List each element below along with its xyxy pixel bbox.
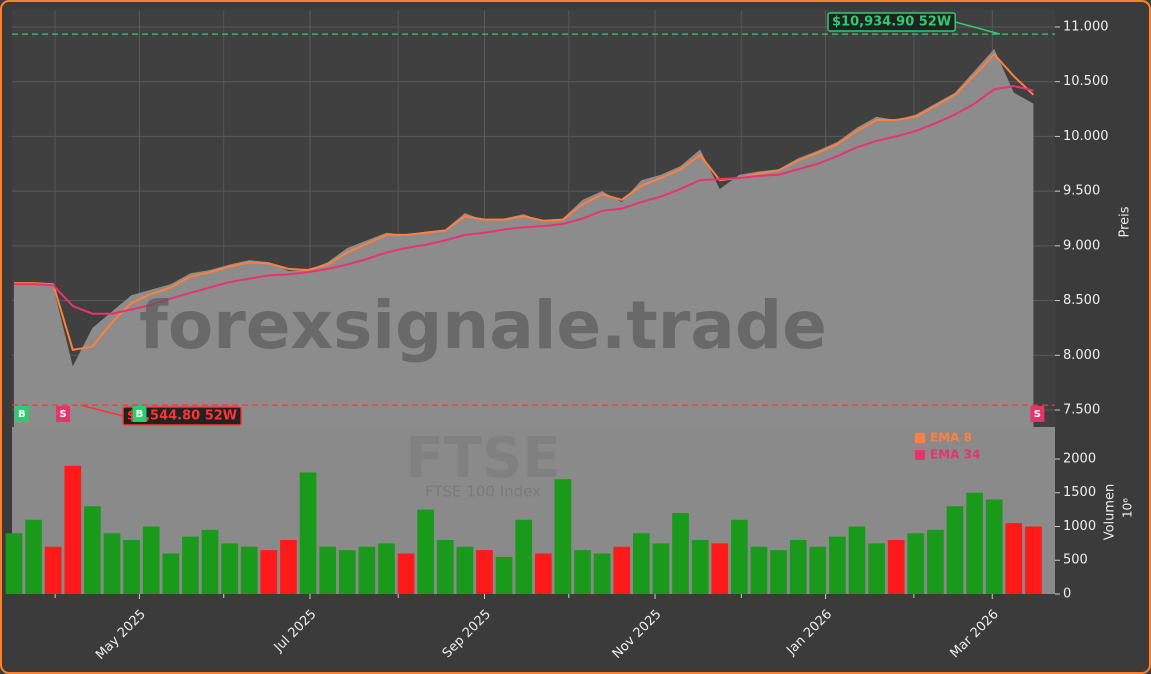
low-label: $7,544.80 52W: [127, 409, 237, 424]
volume-bar: [809, 546, 827, 594]
volume-bar: [1025, 526, 1042, 594]
y-tick-label: 9.500: [1063, 184, 1100, 199]
signal-box: [1030, 406, 1045, 422]
y-tick-label: 1500: [1063, 485, 1096, 500]
volume-bar: [299, 472, 317, 594]
volume-bar: [436, 539, 454, 594]
y-tick-label: 9.000: [1063, 238, 1100, 253]
volume-bar: [887, 539, 905, 594]
signal-box: [132, 406, 147, 422]
volume-bar: [240, 546, 258, 594]
volume-bar: [182, 536, 199, 594]
volume-bar: [907, 533, 925, 594]
volume-bar: [672, 512, 689, 594]
volume-bar: [711, 543, 729, 594]
volume-unit: 10⁶: [1121, 498, 1135, 518]
volume-bar: [789, 539, 807, 594]
high-label: $10,934.90 52W: [832, 15, 951, 30]
volume-bar: [338, 550, 356, 594]
legend-swatch: [915, 433, 925, 443]
y-tick-label: 10.000: [1063, 129, 1109, 144]
volume-bar: [613, 546, 631, 594]
volume-bar: [397, 553, 415, 594]
y-tick-label: 10.500: [1063, 74, 1109, 89]
volume-bar: [534, 553, 552, 594]
volume-bar: [770, 550, 787, 594]
volume-bar: [123, 539, 140, 594]
y-tick-label: 8.000: [1063, 348, 1100, 363]
volume-bar: [476, 550, 493, 594]
volume-bar: [142, 526, 160, 594]
volume-axis-label: Volumen: [1103, 484, 1118, 541]
volume-bar: [103, 533, 121, 594]
volume-bar: [495, 556, 513, 594]
y-axis-label: Preis: [1118, 206, 1133, 237]
ema-line: [13, 85, 1034, 315]
volume-bar: [221, 543, 238, 594]
volume-bar: [829, 536, 846, 594]
y-tick-label: 0: [1063, 587, 1071, 602]
y-tick-label: 11.000: [1063, 19, 1109, 34]
volume-bar: [84, 506, 101, 594]
signal-label: S: [1034, 409, 1041, 420]
volume-bar: [946, 506, 964, 594]
high-arrow: [955, 21, 1001, 35]
volume-bar: [554, 479, 572, 594]
volume-bar: [985, 499, 1003, 594]
volume-bar: [417, 509, 435, 594]
signal-label: B: [136, 409, 144, 420]
volume-bar: [868, 543, 885, 594]
volume-bar: [378, 543, 395, 594]
volume-bar: [632, 533, 650, 594]
legend-label: EMA 8: [930, 431, 972, 445]
volume-bar: [5, 533, 23, 594]
volume-bar: [358, 546, 376, 594]
watermark: forexsignale.trade: [139, 287, 827, 364]
volume-bar: [966, 492, 983, 594]
volume-bar: [280, 539, 297, 594]
volume-bar: [593, 553, 611, 594]
signal-label: S: [59, 409, 66, 420]
volume-bar: [574, 550, 591, 594]
volume-bar: [515, 519, 533, 594]
y-tick-label: 2000: [1063, 451, 1096, 466]
signal-label: B: [18, 409, 26, 420]
volume-bar: [731, 519, 748, 594]
volume-bar: [201, 529, 219, 594]
volume-bar: [162, 553, 180, 594]
y-tick-label: 8.500: [1063, 293, 1100, 308]
volume-bar: [25, 519, 42, 594]
volume-bar: [652, 543, 670, 594]
volume-bar: [1005, 523, 1023, 594]
volume-bar: [848, 526, 866, 594]
y-tick-label: 1000: [1063, 519, 1096, 534]
y-tick-label: 7.500: [1063, 403, 1100, 418]
close-area: [13, 48, 1034, 427]
symbol-name-watermark: FTSE 100 Index: [425, 483, 541, 501]
volume-bar: [319, 546, 336, 594]
volume-bar: [927, 529, 944, 594]
volume-bar: [691, 539, 709, 594]
volume-bar: [64, 465, 82, 594]
y-tick-label: 500: [1063, 553, 1088, 568]
volume-bar: [260, 550, 278, 594]
ema-line: [13, 52, 1035, 351]
legend-label: EMA 34: [930, 448, 980, 462]
legend-swatch: [915, 450, 925, 460]
signal-box: [14, 406, 29, 422]
volume-bar: [750, 546, 768, 594]
volume-bar: [44, 546, 62, 594]
low-arrow: [80, 404, 124, 417]
signal-box: [55, 406, 70, 422]
volume-bar: [456, 546, 474, 594]
symbol-watermark: FTSE: [405, 426, 560, 491]
